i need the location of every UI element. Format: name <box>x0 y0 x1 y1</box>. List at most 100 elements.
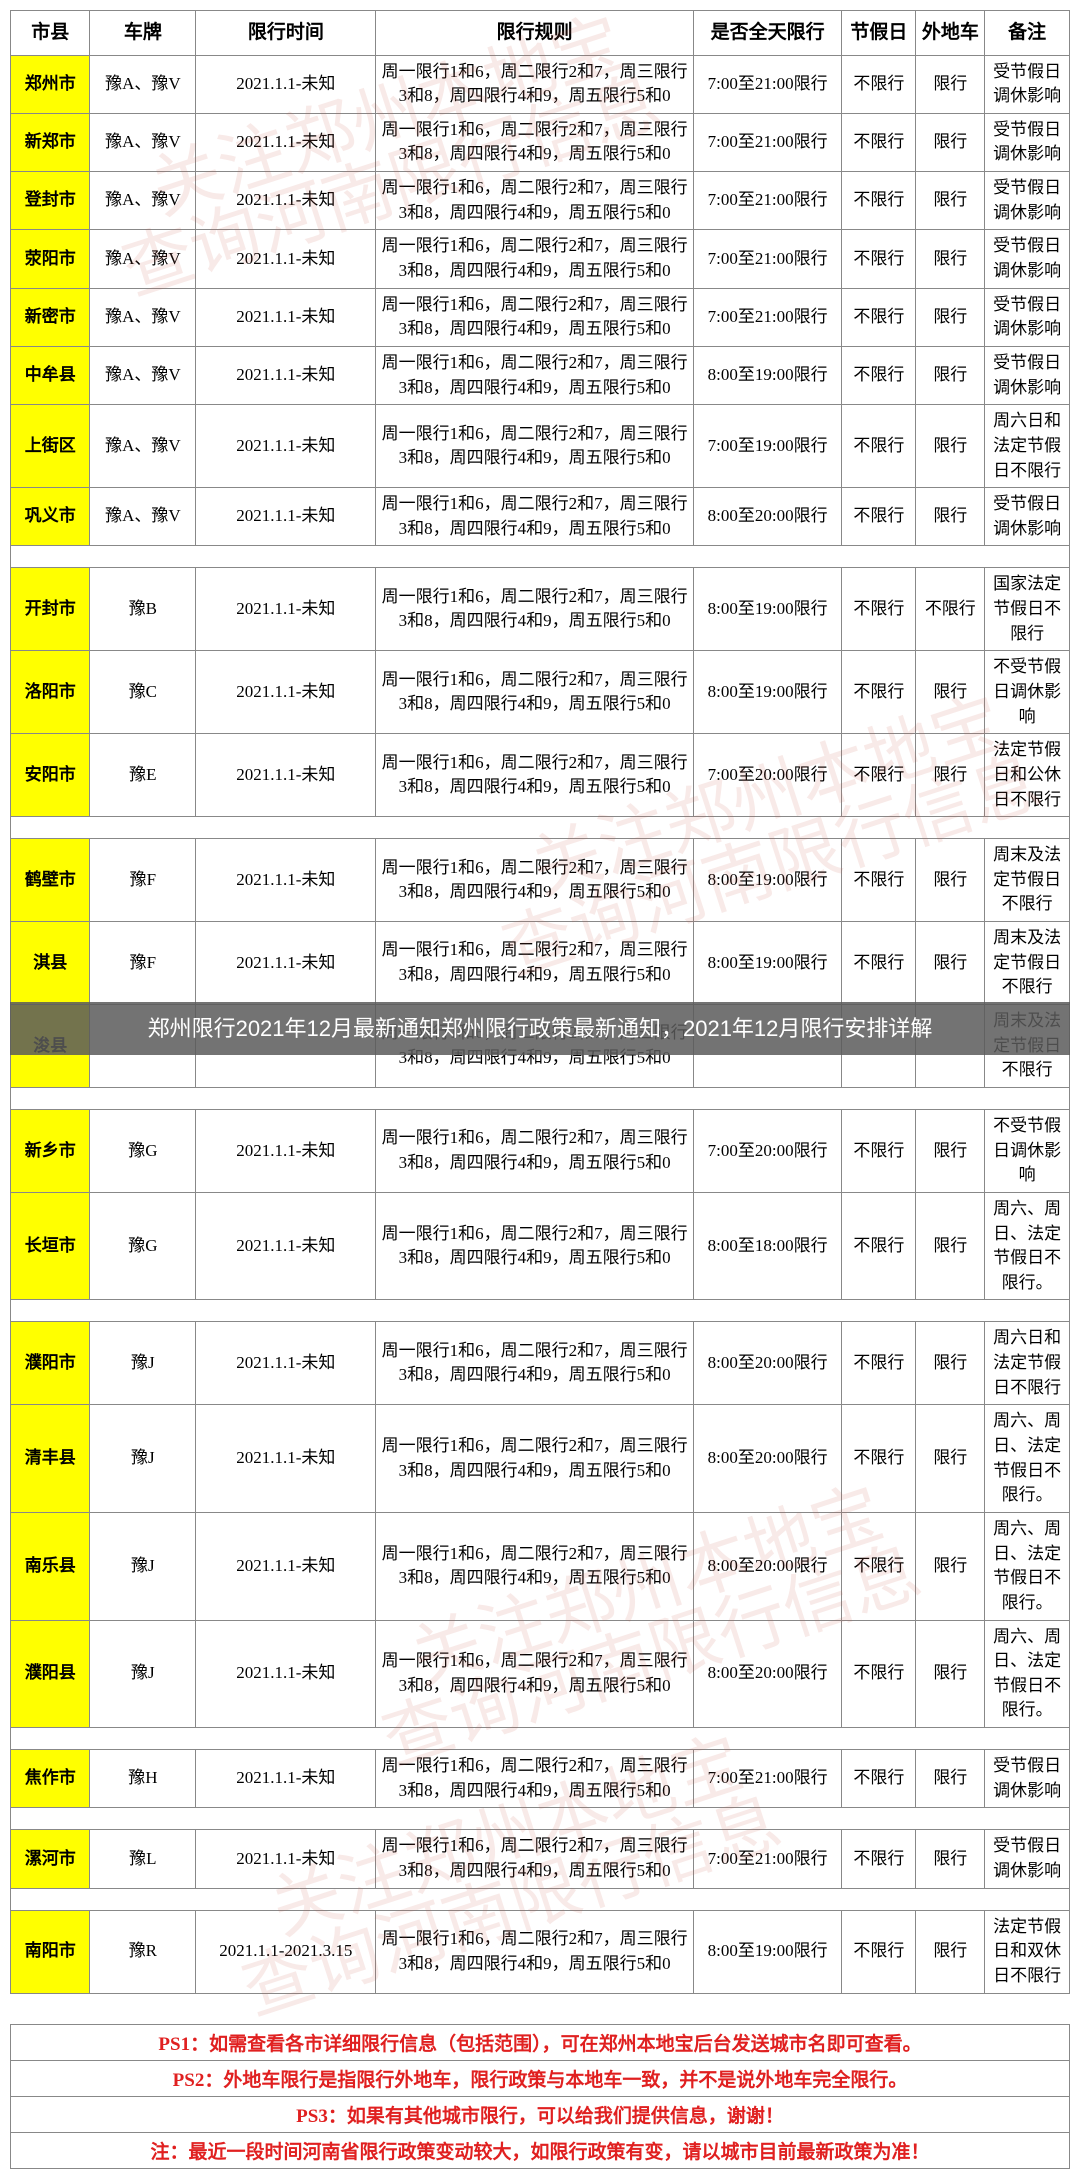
cell-rule: 周一限行1和6，周二限行2和7，周三限行3和8，周四限行4和9，周五限行5和0 <box>376 922 694 1005</box>
cell-plate: 豫A、豫V <box>90 55 196 113</box>
cell-allday: 8:00至20:00限行 <box>694 1620 842 1728</box>
cell-city: 漯河市 <box>11 1830 90 1888</box>
cell-rule: 周一限行1和6，周二限行2和7，周三限行3和8，周四限行4和9，周五限行5和0 <box>376 488 694 546</box>
cell-plate: 豫J <box>90 1322 196 1405</box>
cell-time: 2021.1.1-未知 <box>196 488 376 546</box>
cell-plate: 豫L <box>90 1830 196 1888</box>
cell-plate: 豫E <box>90 734 196 817</box>
cell-plate: 豫A、豫V <box>90 488 196 546</box>
cell-plate: 豫A、豫V <box>90 113 196 171</box>
cell-outer: 限行 <box>916 1830 985 1888</box>
cell-city: 登封市 <box>11 172 90 230</box>
table-row: 长垣市豫G2021.1.1-未知周一限行1和6，周二限行2和7，周三限行3和8，… <box>11 1192 1070 1300</box>
cell-time: 2021.1.1-未知 <box>196 922 376 1005</box>
table-row: 新乡市豫G2021.1.1-未知周一限行1和6，周二限行2和7，周三限行3和8，… <box>11 1109 1070 1192</box>
cell-holiday: 不限行 <box>842 288 916 346</box>
cell-city: 郑州市 <box>11 55 90 113</box>
col-header: 备注 <box>985 11 1070 56</box>
cell-city: 新郑市 <box>11 113 90 171</box>
cell-holiday: 不限行 <box>842 1322 916 1405</box>
col-header: 节假日 <box>842 11 916 56</box>
cell-time: 2021.1.1-未知 <box>196 839 376 922</box>
cell-holiday: 不限行 <box>842 1910 916 1993</box>
cell-holiday: 不限行 <box>842 922 916 1005</box>
cell-time: 2021.1.1-未知 <box>196 113 376 171</box>
cell-allday: 8:00至19:00限行 <box>694 568 842 651</box>
col-header: 车牌 <box>90 11 196 56</box>
cell-note: 法定节假日和公休日不限行 <box>985 734 1070 817</box>
cell-city: 中牟县 <box>11 346 90 404</box>
cell-plate: 豫J <box>90 1620 196 1728</box>
table-row: 濮阳市豫J2021.1.1-未知周一限行1和6，周二限行2和7，周三限行3和8，… <box>11 1322 1070 1405</box>
cell-note: 周六、周日、法定节假日不限行。 <box>985 1620 1070 1728</box>
cell-rule: 周一限行1和6，周二限行2和7，周三限行3和8，周四限行4和9，周五限行5和0 <box>376 113 694 171</box>
cell-plate: 豫G <box>90 1192 196 1300</box>
table-row: 淇县豫F2021.1.1-未知周一限行1和6，周二限行2和7，周三限行3和8，周… <box>11 922 1070 1005</box>
table-row: 新密市豫A、豫V2021.1.1-未知周一限行1和6，周二限行2和7，周三限行3… <box>11 288 1070 346</box>
cell-city: 上街区 <box>11 405 90 488</box>
cell-holiday: 不限行 <box>842 568 916 651</box>
cell-note: 周六日和法定节假日不限行 <box>985 1322 1070 1405</box>
cell-holiday: 不限行 <box>842 113 916 171</box>
cell-city: 安阳市 <box>11 734 90 817</box>
table-row: 洛阳市豫C2021.1.1-未知周一限行1和6，周二限行2和7，周三限行3和8，… <box>11 651 1070 734</box>
cell-city: 开封市 <box>11 568 90 651</box>
table-row: 新郑市豫A、豫V2021.1.1-未知周一限行1和6，周二限行2和7，周三限行3… <box>11 113 1070 171</box>
cell-outer: 限行 <box>916 922 985 1005</box>
cell-outer: 限行 <box>916 172 985 230</box>
cell-time: 2021.1.1-未知 <box>196 1322 376 1405</box>
table-row: 焦作市豫H2021.1.1-未知周一限行1和6，周二限行2和7，周三限行3和8，… <box>11 1750 1070 1808</box>
footer-line: PS1：如需查看各市详细限行信息（包括范围），可在郑州本地宝后台发送城市名即可查… <box>11 2024 1070 2060</box>
cell-city: 濮阳市 <box>11 1322 90 1405</box>
cell-rule: 周一限行1和6，周二限行2和7，周三限行3和8，周四限行4和9，周五限行5和0 <box>376 346 694 404</box>
cell-city: 洛阳市 <box>11 651 90 734</box>
cell-allday: 7:00至20:00限行 <box>694 1109 842 1192</box>
cell-holiday: 不限行 <box>842 488 916 546</box>
cell-time: 2021.1.1-未知 <box>196 1512 376 1620</box>
footer-line: PS3：如果有其他城市限行，可以给我们提供信息，谢谢！ <box>11 2096 1070 2132</box>
cell-city: 新密市 <box>11 288 90 346</box>
table-row: 郑州市豫A、豫V2021.1.1-未知周一限行1和6，周二限行2和7，周三限行3… <box>11 55 1070 113</box>
table-row: 开封市豫B2021.1.1-未知周一限行1和6，周二限行2和7，周三限行3和8，… <box>11 568 1070 651</box>
cell-time: 2021.1.1-未知 <box>196 1830 376 1888</box>
overlay-caption: 郑州限行2021年12月最新通知郑州限行政策最新通知，2021年12月限行安排详… <box>10 1002 1070 1055</box>
cell-time: 2021.1.1-2021.3.15 <box>196 1910 376 1993</box>
table-row: 漯河市豫L2021.1.1-未知周一限行1和6，周二限行2和7，周三限行3和8，… <box>11 1830 1070 1888</box>
cell-rule: 周一限行1和6，周二限行2和7，周三限行3和8，周四限行4和9，周五限行5和0 <box>376 1322 694 1405</box>
cell-time: 2021.1.1-未知 <box>196 734 376 817</box>
cell-rule: 周一限行1和6，周二限行2和7，周三限行3和8，周四限行4和9，周五限行5和0 <box>376 405 694 488</box>
cell-rule: 周一限行1和6，周二限行2和7，周三限行3和8，周四限行4和9，周五限行5和0 <box>376 1620 694 1728</box>
cell-holiday: 不限行 <box>842 1109 916 1192</box>
cell-city: 清丰县 <box>11 1405 90 1513</box>
cell-rule: 周一限行1和6，周二限行2和7，周三限行3和8，周四限行4和9，周五限行5和0 <box>376 55 694 113</box>
cell-rule: 周一限行1和6，周二限行2和7，周三限行3和8，周四限行4和9，周五限行5和0 <box>376 1192 694 1300</box>
cell-plate: 豫B <box>90 568 196 651</box>
cell-allday: 8:00至19:00限行 <box>694 651 842 734</box>
cell-rule: 周一限行1和6，周二限行2和7，周三限行3和8，周四限行4和9，周五限行5和0 <box>376 651 694 734</box>
cell-time: 2021.1.1-未知 <box>196 651 376 734</box>
cell-allday: 8:00至20:00限行 <box>694 1322 842 1405</box>
cell-note: 受节假日调休影响 <box>985 230 1070 288</box>
cell-rule: 周一限行1和6，周二限行2和7，周三限行3和8，周四限行4和9，周五限行5和0 <box>376 1910 694 1993</box>
table-row: 巩义市豫A、豫V2021.1.1-未知周一限行1和6，周二限行2和7，周三限行3… <box>11 488 1070 546</box>
cell-holiday: 不限行 <box>842 1830 916 1888</box>
cell-note: 周六日和法定节假日不限行 <box>985 405 1070 488</box>
cell-note: 受节假日调休影响 <box>985 346 1070 404</box>
cell-outer: 限行 <box>916 1322 985 1405</box>
cell-plate: 豫C <box>90 651 196 734</box>
cell-allday: 7:00至21:00限行 <box>694 172 842 230</box>
footer-line: PS2：外地车限行是指限行外地车，限行政策与本地车一致，并不是说外地车完全限行。 <box>11 2060 1070 2096</box>
cell-holiday: 不限行 <box>842 55 916 113</box>
cell-plate: 豫A、豫V <box>90 288 196 346</box>
cell-plate: 豫A、豫V <box>90 405 196 488</box>
footer-notes: PS1：如需查看各市详细限行信息（包括范围），可在郑州本地宝后台发送城市名即可查… <box>10 2024 1070 2169</box>
cell-note: 法定节假日和双休日不限行 <box>985 1910 1070 1993</box>
cell-rule: 周一限行1和6，周二限行2和7，周三限行3和8，周四限行4和9，周五限行5和0 <box>376 1405 694 1513</box>
cell-time: 2021.1.1-未知 <box>196 405 376 488</box>
cell-allday: 7:00至20:00限行 <box>694 734 842 817</box>
cell-city: 长垣市 <box>11 1192 90 1300</box>
cell-allday: 7:00至19:00限行 <box>694 405 842 488</box>
cell-time: 2021.1.1-未知 <box>196 1405 376 1513</box>
cell-rule: 周一限行1和6，周二限行2和7，周三限行3和8，周四限行4和9，周五限行5和0 <box>376 568 694 651</box>
table-row: 清丰县豫J2021.1.1-未知周一限行1和6，周二限行2和7，周三限行3和8，… <box>11 1405 1070 1513</box>
